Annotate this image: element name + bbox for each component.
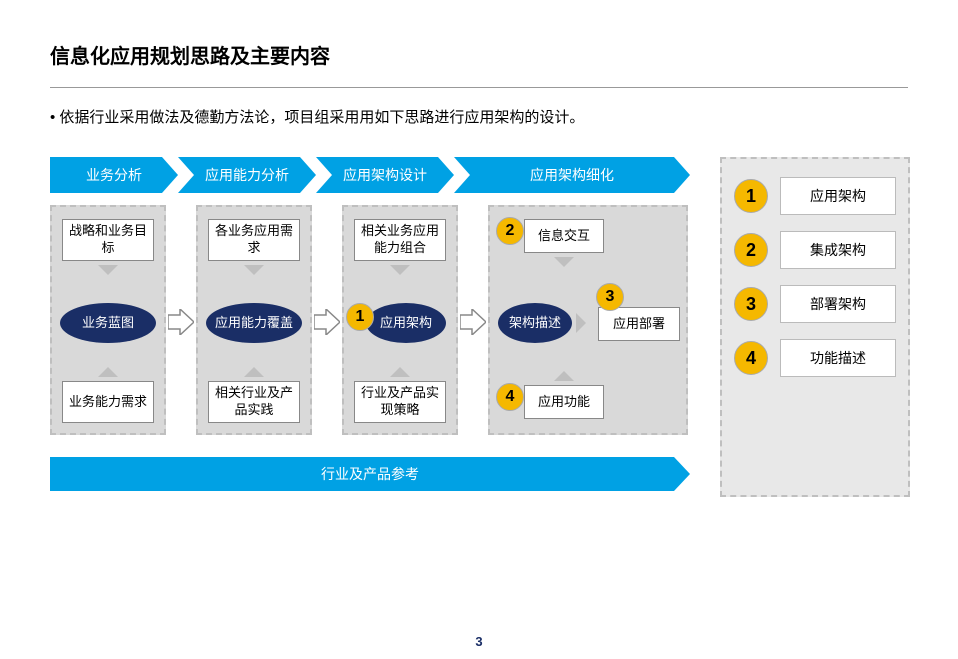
output-row-2: 2 集成架构 [734, 231, 896, 269]
col3-ellipse: 应用架构 [366, 303, 446, 343]
chevron-3: 应用架构设计 [316, 157, 454, 193]
chevron-2: 应用能力分析 [178, 157, 316, 193]
output-box-4: 功能描述 [780, 339, 896, 377]
tri-c4-up [554, 371, 574, 381]
tri-c2-down [244, 265, 264, 275]
col4-top-box: 信息交互 [524, 219, 604, 253]
col1-ellipse: 业务蓝图 [60, 303, 156, 343]
badge-4: 4 [496, 383, 524, 411]
col4-ellipse: 架构描述 [498, 303, 572, 343]
output-badge-1: 1 [734, 179, 768, 213]
col2-top-box: 各业务应用需求 [208, 219, 300, 261]
output-badge-4: 4 [734, 341, 768, 375]
chevron-1: 业务分析 [50, 157, 178, 193]
page-title: 信息化应用规划思路及主要内容 [50, 40, 908, 69]
col1-top-box: 战略和业务目标 [62, 219, 154, 261]
footer-chevron-label: 行业及产品参考 [321, 464, 419, 484]
badge-1: 1 [346, 303, 374, 331]
tri-c1-down [98, 265, 118, 275]
output-box-3: 部署架构 [780, 285, 896, 323]
col2-bottom-box: 相关行业及产品实践 [208, 381, 300, 423]
chevron-1-label: 业务分析 [86, 165, 142, 185]
arrow-3-4 [460, 309, 486, 340]
tri-c1-up [98, 367, 118, 377]
col4-bottom-box: 应用功能 [524, 385, 604, 419]
tri-c4-down [554, 257, 574, 267]
output-badge-2: 2 [734, 233, 768, 267]
intro-bullet: 依据行业采用做法及德勤方法论，项目组采用用如下思路进行应用架构的设计。 [50, 106, 908, 127]
output-badge-3: 3 [734, 287, 768, 321]
col4-right-box: 应用部署 [598, 307, 680, 341]
col2-ellipse: 应用能力覆盖 [206, 303, 302, 343]
chevron-2-label: 应用能力分析 [205, 165, 289, 185]
badge-2: 2 [496, 217, 524, 245]
diagram-container: 业务分析 应用能力分析 应用架构设计 应用架构细化 战略和业务目标 业务蓝图 业… [50, 157, 910, 517]
output-box-2: 集成架构 [780, 231, 896, 269]
output-row-4: 4 功能描述 [734, 339, 896, 377]
chevron-4-label: 应用架构细化 [530, 165, 614, 185]
tri-c4-right [576, 313, 586, 333]
col3-bottom-box: 行业及产品实现策略 [354, 381, 446, 423]
col3-top-box: 相关业务应用能力组合 [354, 219, 446, 261]
tri-c3-up [390, 367, 410, 377]
col1-bottom-box: 业务能力需求 [62, 381, 154, 423]
page-number: 3 [475, 634, 482, 649]
arrow-2-3 [314, 309, 340, 340]
output-row-3: 3 部署架构 [734, 285, 896, 323]
arrow-1-2 [168, 309, 194, 340]
footer-chevron: 行业及产品参考 [50, 457, 690, 491]
tri-c3-down [390, 265, 410, 275]
badge-3: 3 [596, 283, 624, 311]
output-box-1: 应用架构 [780, 177, 896, 215]
output-row-1: 1 应用架构 [734, 177, 896, 215]
output-panel: 1 应用架构 2 集成架构 3 部署架构 4 功能描述 [720, 157, 910, 497]
chevron-4: 应用架构细化 [454, 157, 690, 193]
chevron-3-label: 应用架构设计 [343, 165, 427, 185]
tri-c2-up [244, 367, 264, 377]
title-divider [50, 87, 908, 88]
